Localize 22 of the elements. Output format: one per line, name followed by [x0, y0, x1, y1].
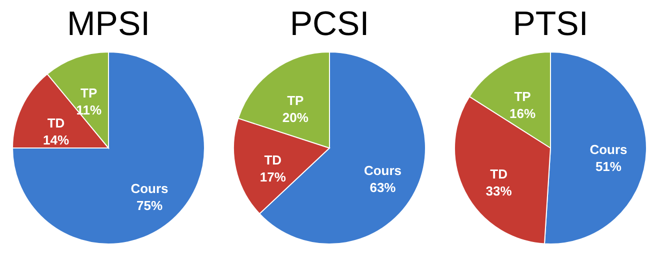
slice-label: TP [287, 93, 304, 108]
data-label: 75% [136, 198, 163, 214]
data-label: 11% [76, 102, 102, 118]
slice-label: Cours [590, 142, 628, 157]
pie-slice [12, 52, 205, 244]
chart-title: PTSI [512, 5, 588, 43]
data-label: 14% [43, 132, 70, 148]
data-label: 16% [510, 106, 536, 122]
chart-title: MPSI [66, 5, 150, 43]
slice-label: TP [514, 89, 532, 104]
data-label: 63% [370, 180, 396, 196]
slice-label: TD [47, 115, 65, 130]
chart-title: PCSI [290, 5, 370, 43]
data-label: 17% [260, 170, 286, 185]
data-label: 51% [595, 158, 622, 174]
slice-label: TD [264, 152, 282, 168]
slice-label: Cours [130, 181, 168, 196]
slice-label: TD [490, 166, 508, 182]
data-label: 20% [282, 110, 309, 126]
slice-label: Cours [364, 163, 402, 178]
slice-label: TP [80, 85, 98, 100]
data-label: 33% [486, 183, 512, 198]
